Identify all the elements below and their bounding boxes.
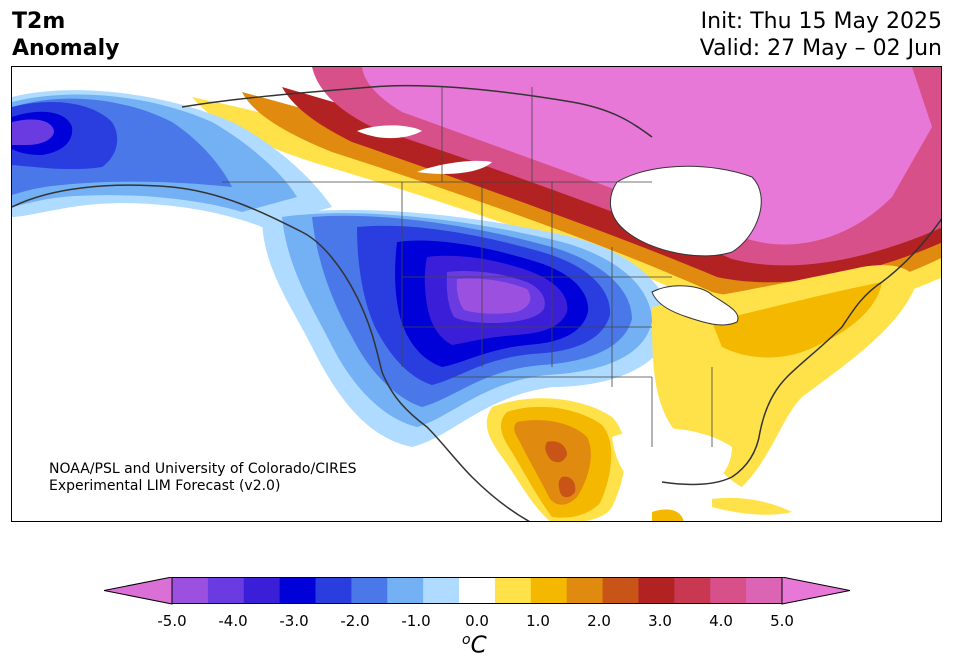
- colorbar-tick-label: -5.0: [157, 612, 187, 630]
- colorbar-extend-max: [781, 577, 850, 605]
- anomaly-fill-warm-north-5: [362, 67, 932, 245]
- colorbar-segment: [315, 577, 352, 604]
- anomaly-fill-warm-mexico-4: [545, 441, 567, 463]
- anomaly-fill-cold-alaska-6: [12, 119, 54, 145]
- map-panel: [11, 66, 942, 522]
- great-bear-lake: [357, 125, 422, 139]
- colorbar-tick-label: 4.0: [709, 612, 733, 630]
- colorbar-segment: [638, 577, 675, 604]
- chart-title: T2m Anomaly: [12, 8, 119, 62]
- anomaly-fill-warm-yucatan: [652, 509, 684, 521]
- date-info: Init: Thu 15 May 2025 Valid: 27 May – 02…: [700, 8, 942, 62]
- colorbar-segment: [387, 577, 424, 604]
- political-borders: [222, 87, 713, 447]
- colorbar-segment: [351, 577, 388, 604]
- colorbar-tick-label: -1.0: [401, 612, 431, 630]
- coastline-west: [12, 184, 531, 521]
- unit-superscript: o: [462, 632, 471, 648]
- anomaly-fill-warm-cuba: [712, 497, 792, 515]
- great-slave-lake: [417, 160, 492, 174]
- coastline-east: [661, 218, 941, 486]
- credit-line-2: Experimental LIM Forecast (v2.0): [49, 478, 281, 494]
- colorbar-segment: [494, 577, 532, 604]
- colorbar-segment: [710, 577, 747, 604]
- colorbar: [104, 577, 850, 605]
- anomaly-map: [12, 67, 941, 521]
- colorbar-segment: [423, 577, 460, 604]
- colorbar-segment: [243, 577, 281, 604]
- credit-line-1: NOAA/PSL and University of Colorado/CIRE…: [49, 461, 357, 477]
- colorbar-unit: oC: [462, 632, 487, 659]
- init-date: Init: Thu 15 May 2025: [700, 9, 942, 34]
- colorbar-tick-label: 3.0: [648, 612, 672, 630]
- great-lakes: [651, 285, 739, 326]
- colorbar-segment: [207, 577, 245, 604]
- colorbar-tick-label: 0.0: [465, 612, 489, 630]
- unit-base: C: [470, 632, 487, 659]
- colorbar-tick-label: -4.0: [218, 612, 248, 630]
- colorbar-tick-label: -2.0: [340, 612, 370, 630]
- colorbar-segment: [566, 577, 604, 604]
- colorbar-segment: [746, 577, 783, 604]
- valid-date: Valid: 27 May – 02 Jun: [699, 36, 942, 61]
- colorbar-segment: [172, 577, 209, 604]
- colorbar-outline: [171, 577, 783, 604]
- title-line-1: T2m: [12, 9, 66, 34]
- colorbar-segment: [674, 577, 711, 604]
- anomaly-fill-cold-central-8: [456, 278, 531, 314]
- colorbar-segment: [279, 577, 317, 604]
- colorbar-segment: [602, 577, 639, 604]
- colorbar-tick-label: -3.0: [279, 612, 309, 630]
- title-line-2: Anomaly: [12, 36, 120, 61]
- colorbar-tick-label: 5.0: [770, 612, 794, 630]
- hudson-bay: [609, 165, 762, 257]
- credit-text: NOAA/PSL and University of Colorado/CIRE…: [49, 461, 357, 495]
- colorbar-segment: [530, 577, 568, 604]
- colorbar-segments: [104, 577, 850, 605]
- coastline-arctic: [181, 84, 653, 138]
- colorbar-segment: [459, 577, 496, 604]
- anomaly-fill-warm-mexico-5: [558, 476, 576, 498]
- colorbar-extend-min: [104, 577, 173, 605]
- anomaly-fill-warm-east-2: [712, 282, 882, 358]
- colorbar-tick-label: 1.0: [526, 612, 550, 630]
- gulf-of-mexico: [612, 428, 732, 502]
- colorbar-tick-label: 2.0: [587, 612, 611, 630]
